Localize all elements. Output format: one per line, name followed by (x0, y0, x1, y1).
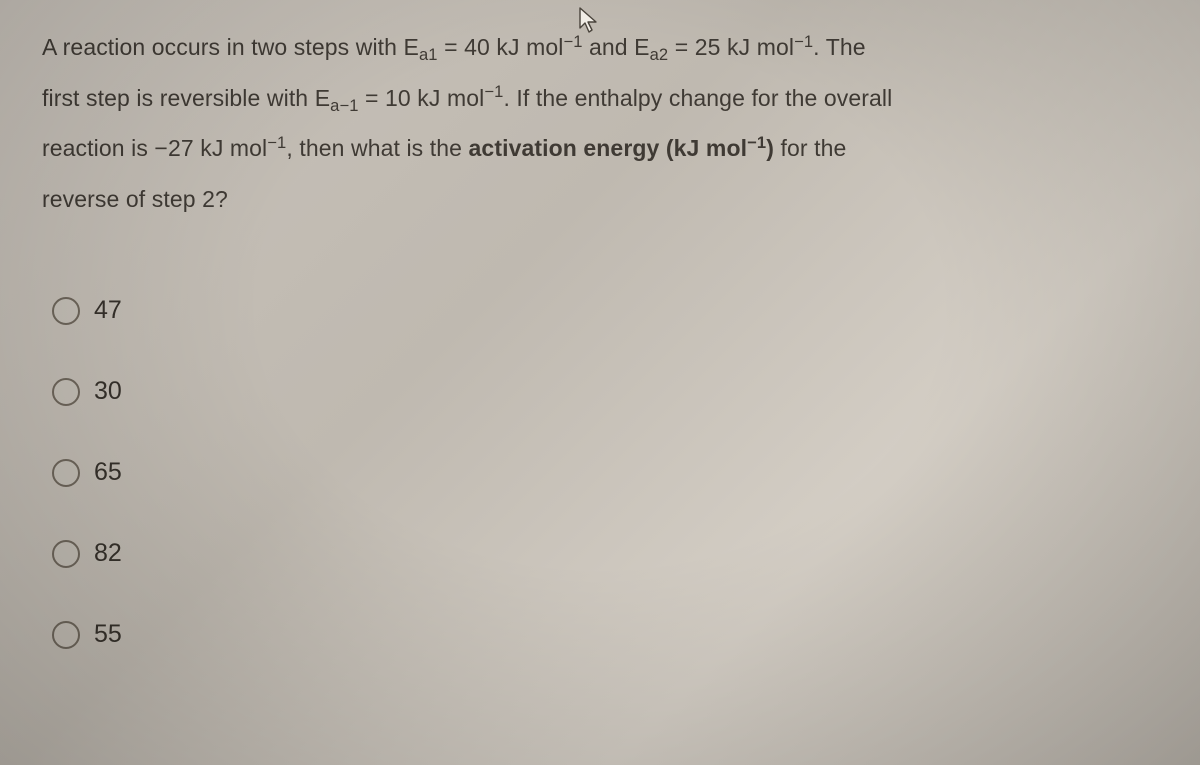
question-text: A reaction occurs in two steps with Ea1 … (42, 22, 1158, 224)
text-fragment: and E (583, 34, 650, 60)
text-fragment: = 40 kJ mol (438, 34, 564, 60)
question-line-2: first step is reversible with Ea−1 = 10 … (42, 85, 892, 111)
text-fragment: first step is reversible with E (42, 85, 330, 111)
option-label: 65 (94, 458, 122, 487)
text-fragment: = 10 kJ mol (359, 85, 485, 111)
option-row[interactable]: 82 (52, 539, 1158, 568)
option-row[interactable]: 47 (52, 296, 1158, 325)
superscript-neg1: −1 (747, 133, 766, 152)
text-fragment: ) (766, 135, 774, 161)
text-fragment: reaction is −27 kJ mol (42, 135, 267, 161)
radio-icon[interactable] (52, 459, 80, 487)
option-row[interactable]: 65 (52, 458, 1158, 487)
subscript-a2: a2 (650, 45, 669, 64)
option-row[interactable]: 55 (52, 620, 1158, 649)
question-line-4: reverse of step 2? (42, 186, 228, 212)
text-fragment: activation energy (kJ mol (469, 135, 748, 161)
subscript-a1: a1 (419, 45, 438, 64)
option-row[interactable]: 30 (52, 377, 1158, 406)
options-list: 47 30 65 82 55 (42, 296, 1158, 649)
text-fragment: for the (774, 135, 846, 161)
superscript-neg1: −1 (563, 32, 582, 51)
text-fragment: . If the enthalpy change for the overall (503, 85, 892, 111)
radio-icon[interactable] (52, 621, 80, 649)
superscript-neg1: −1 (484, 82, 503, 101)
quiz-container: A reaction occurs in two steps with Ea1 … (0, 0, 1200, 649)
bold-phrase: activation energy (kJ mol−1) (469, 135, 774, 161)
question-line-1: A reaction occurs in two steps with Ea1 … (42, 34, 866, 60)
text-fragment: . The (813, 34, 866, 60)
option-label: 47 (94, 296, 122, 325)
radio-icon[interactable] (52, 297, 80, 325)
text-fragment: , then what is the (286, 135, 468, 161)
option-label: 82 (94, 539, 122, 568)
option-label: 30 (94, 377, 122, 406)
superscript-neg1: −1 (794, 32, 813, 51)
subscript-a-minus-1: a−1 (330, 96, 358, 115)
question-line-3: reaction is −27 kJ mol−1, then what is t… (42, 135, 846, 161)
radio-icon[interactable] (52, 378, 80, 406)
superscript-neg1: −1 (267, 133, 286, 152)
radio-icon[interactable] (52, 540, 80, 568)
option-label: 55 (94, 620, 122, 649)
text-fragment: = 25 kJ mol (668, 34, 794, 60)
text-fragment: A reaction occurs in two steps with E (42, 34, 419, 60)
